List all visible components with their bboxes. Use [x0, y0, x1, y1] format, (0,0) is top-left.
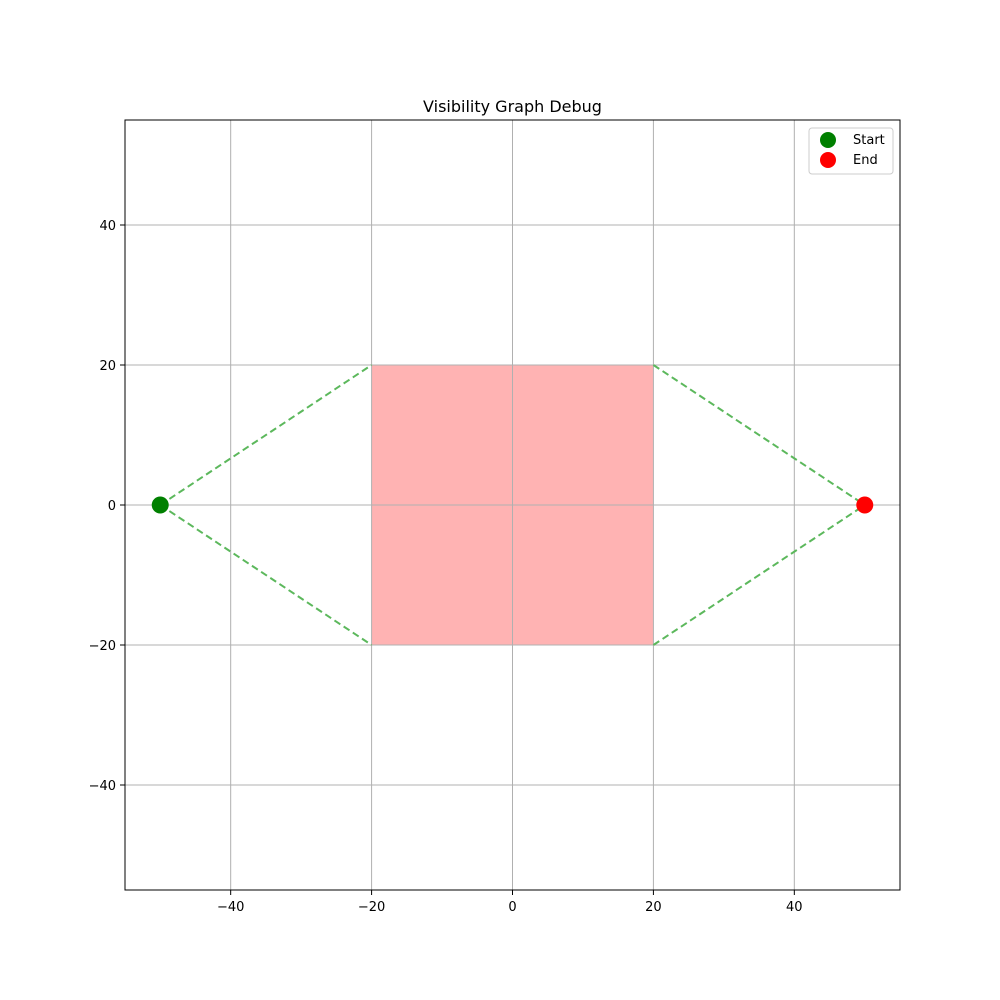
visibility-edge-0 [159, 364, 373, 506]
x-tick-label: −20 [358, 900, 385, 915]
y-tick-label: 0 [108, 499, 116, 514]
end-point [856, 496, 874, 514]
chart-title: Visibility Graph Debug [423, 97, 602, 116]
legend: Start End [808, 127, 894, 175]
visibility-edge-1 [159, 504, 373, 646]
legend-end-label: End [853, 153, 878, 168]
legend-end-marker [820, 152, 836, 168]
x-tick-label: 40 [786, 900, 803, 915]
legend-start-label: Start [853, 133, 885, 148]
y-tick-label: 40 [99, 219, 116, 234]
y-tick-label: −20 [89, 639, 116, 654]
y-tick-label: 20 [99, 359, 116, 374]
legend-start-marker [820, 132, 836, 148]
visibility-edge-3 [652, 504, 866, 646]
start-point [151, 496, 169, 514]
x-tick-label: −40 [217, 900, 244, 915]
y-tick-label: −40 [89, 779, 116, 794]
plot-area: −40 −20 0 20 40 −40 −20 0 20 40 [89, 119, 901, 915]
visibility-edge-2 [652, 364, 866, 506]
x-tick-label: 20 [645, 900, 662, 915]
x-tick-label: 0 [508, 900, 516, 915]
